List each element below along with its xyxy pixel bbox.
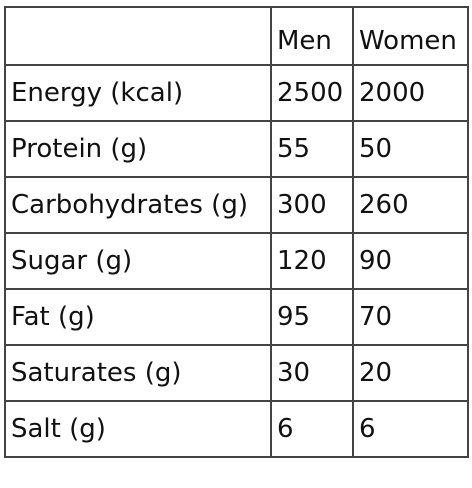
men-value: 95: [270, 288, 354, 346]
women-value: 6: [352, 400, 469, 458]
table-row: Salt (g) 6 6: [4, 400, 469, 458]
nutrition-table: Men Women Energy (kcal) 2500 2000 Protei…: [4, 6, 469, 458]
row-label: Salt (g): [4, 400, 272, 458]
row-label: Protein (g): [4, 120, 272, 178]
row-label: Sugar (g): [4, 232, 272, 290]
table-header-row: Men Women: [4, 6, 469, 66]
header-corner-cell: [4, 6, 272, 66]
table-row: Saturates (g) 30 20: [4, 344, 469, 402]
header-women: Women: [352, 6, 469, 66]
table-row: Protein (g) 55 50: [4, 120, 469, 178]
men-value: 6: [270, 400, 354, 458]
men-value: 2500: [270, 64, 354, 122]
header-men: Men: [270, 6, 354, 66]
table-row: Sugar (g) 120 90: [4, 232, 469, 290]
women-value: 2000: [352, 64, 469, 122]
row-label: Fat (g): [4, 288, 272, 346]
table-row: Fat (g) 95 70: [4, 288, 469, 346]
women-value: 50: [352, 120, 469, 178]
women-value: 70: [352, 288, 469, 346]
women-value: 90: [352, 232, 469, 290]
men-value: 30: [270, 344, 354, 402]
men-value: 120: [270, 232, 354, 290]
men-value: 55: [270, 120, 354, 178]
row-label: Energy (kcal): [4, 64, 272, 122]
row-label: Saturates (g): [4, 344, 272, 402]
women-value: 260: [352, 176, 469, 234]
table-row: Carbohydrates (g) 300 260: [4, 176, 469, 234]
row-label: Carbohydrates (g): [4, 176, 272, 234]
women-value: 20: [352, 344, 469, 402]
men-value: 300: [270, 176, 354, 234]
table-row: Energy (kcal) 2500 2000: [4, 64, 469, 122]
